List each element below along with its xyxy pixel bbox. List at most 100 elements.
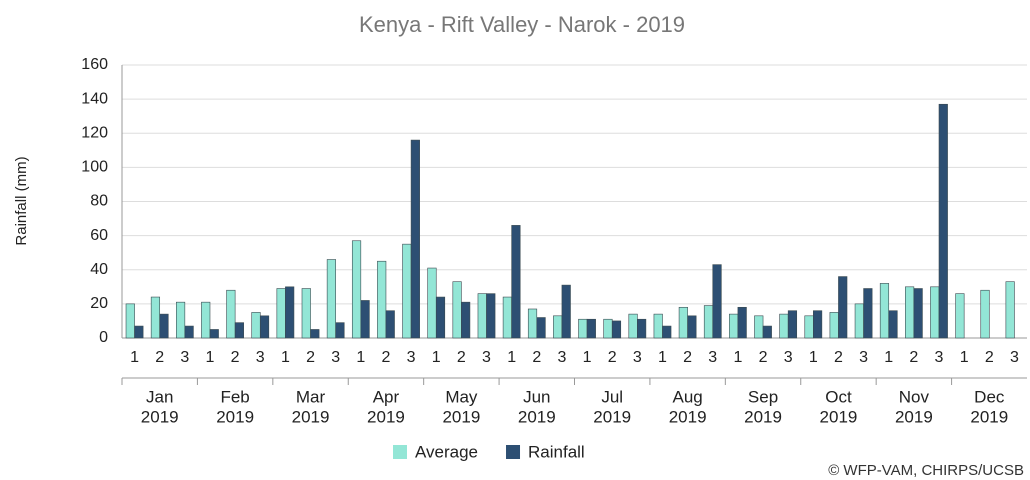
group-label: 2019 — [518, 407, 556, 426]
bar — [527, 308, 538, 339]
bar — [603, 318, 613, 339]
bar — [553, 315, 563, 339]
bar — [201, 301, 211, 339]
x-tick-label: 3 — [708, 349, 717, 366]
bar — [628, 313, 638, 339]
bar — [712, 264, 722, 339]
bar — [385, 310, 395, 339]
group-label: 2019 — [970, 407, 1008, 426]
bar — [125, 303, 135, 339]
x-tick-label: 1 — [206, 349, 215, 366]
x-tick-label: 2 — [608, 349, 617, 366]
bar — [611, 320, 622, 339]
bar — [980, 289, 990, 339]
x-tick-label: 1 — [884, 349, 893, 366]
group-label: 2019 — [820, 407, 858, 426]
x-tick-label: 3 — [633, 349, 642, 366]
bar — [787, 310, 798, 339]
y-tick-label: 160 — [81, 56, 108, 73]
bar — [326, 259, 336, 339]
bar — [879, 283, 890, 339]
bar — [461, 301, 471, 339]
x-tick-label: 1 — [960, 349, 969, 366]
group-label: Aug — [673, 387, 703, 406]
bar — [888, 310, 898, 339]
bar — [184, 325, 194, 339]
x-tick-label: 3 — [557, 349, 566, 366]
group-label: Feb — [220, 387, 249, 406]
bar — [259, 315, 270, 339]
group-label: Apr — [373, 387, 400, 406]
chart-title: Kenya - Rift Valley - Narok - 2019 — [359, 12, 685, 37]
group-label: 2019 — [895, 407, 933, 426]
bar — [150, 296, 161, 339]
bar — [285, 286, 295, 339]
x-tick-label: 3 — [180, 349, 189, 366]
y-tick-label: 20 — [90, 295, 108, 312]
x-tick-label: 2 — [985, 349, 994, 366]
y-tick-label: 40 — [90, 261, 108, 278]
x-tick-label: 2 — [834, 349, 843, 366]
legend-swatch — [393, 445, 407, 459]
x-tick-label: 3 — [1010, 349, 1019, 366]
bar — [687, 315, 697, 339]
x-tick-label: 2 — [759, 349, 768, 366]
group-label: 2019 — [292, 407, 330, 426]
x-tick-label: 1 — [507, 349, 516, 366]
bar — [310, 329, 320, 339]
bar — [435, 296, 446, 339]
x-tick-label: 1 — [583, 349, 592, 366]
x-tick-label: 2 — [155, 349, 164, 366]
bar — [351, 240, 362, 339]
group-label: Jun — [523, 387, 550, 406]
x-tick-label: 2 — [382, 349, 391, 366]
bar — [159, 313, 169, 339]
group-label: 2019 — [744, 407, 782, 426]
bar — [813, 310, 823, 339]
bar — [377, 260, 387, 339]
bar — [930, 286, 940, 339]
group-label: 2019 — [669, 407, 707, 426]
bar — [477, 293, 487, 339]
y-tick-label: 100 — [81, 159, 108, 176]
x-tick-label: 2 — [306, 349, 315, 366]
bar — [838, 276, 848, 339]
bar — [502, 296, 512, 339]
bar — [301, 288, 311, 339]
group-label: 2019 — [593, 407, 631, 426]
bar — [402, 243, 412, 339]
bar — [653, 313, 663, 339]
bar — [913, 288, 923, 339]
bar — [737, 306, 747, 339]
y-tick-label: 140 — [81, 90, 108, 107]
group-label: Dec — [974, 387, 1005, 406]
x-tick-label: 2 — [231, 349, 240, 366]
x-tick-label: 1 — [281, 349, 290, 366]
bar — [754, 315, 764, 339]
bar — [511, 225, 521, 339]
bar — [578, 318, 588, 339]
credit: © WFP-VAM, CHIRPS/UCSB — [828, 462, 1024, 479]
x-tick-label: 3 — [935, 349, 944, 366]
legend-label: Rainfall — [528, 442, 585, 461]
bar — [854, 303, 864, 339]
x-tick-label: 3 — [256, 349, 265, 366]
y-tick-label: 0 — [99, 329, 108, 346]
bar — [251, 312, 261, 339]
x-tick-label: 3 — [331, 349, 340, 366]
y-tick-label: 80 — [90, 193, 108, 210]
x-tick-label: 2 — [909, 349, 918, 366]
x-tick-label: 3 — [859, 349, 868, 366]
x-tick-label: 1 — [356, 349, 365, 366]
bar — [637, 318, 647, 339]
group-label: Sep — [748, 387, 778, 406]
legend-swatch — [506, 445, 521, 459]
bar — [134, 325, 144, 339]
x-tick-label: 3 — [784, 349, 793, 366]
bar — [762, 325, 772, 339]
bar — [804, 315, 814, 339]
x-tick-label: 2 — [683, 349, 692, 366]
group-label: Oct — [825, 387, 852, 406]
bar — [209, 329, 219, 339]
